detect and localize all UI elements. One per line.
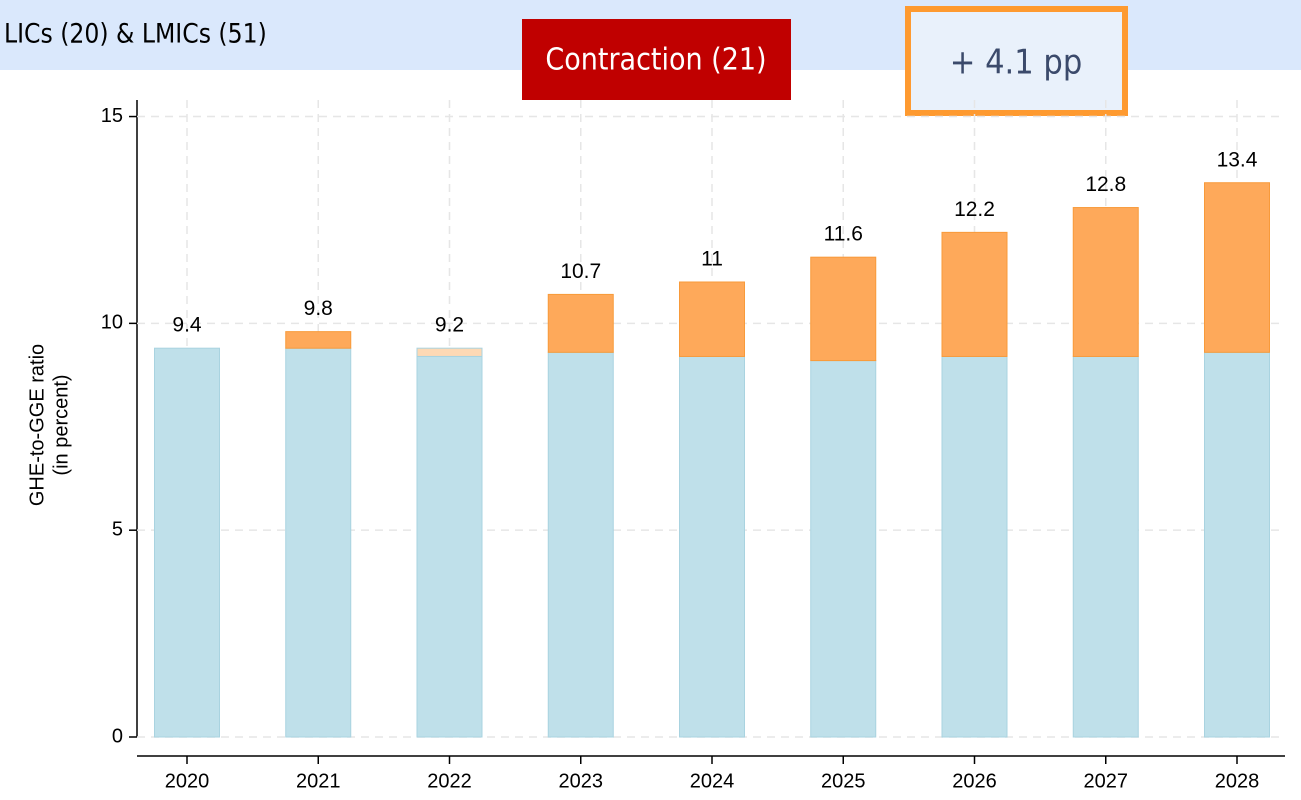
data-label: 12.2 (954, 198, 995, 221)
bar-segment (547, 293, 614, 353)
bar-segment (941, 231, 1008, 357)
data-label: 10.7 (560, 260, 601, 283)
data-label: 11 (701, 248, 723, 271)
data-label: 13.4 (1217, 148, 1258, 171)
bar-segment (416, 347, 483, 357)
bar-segment (679, 355, 745, 738)
bar-segment (679, 281, 745, 357)
bar-segment (941, 355, 1008, 738)
data-label: 9.2 (435, 314, 464, 337)
chart-title: LICs (20) & LMICs (51) (4, 18, 267, 49)
bar-segment (1072, 355, 1139, 738)
x-tick-label: 2020 (165, 770, 210, 792)
data-label: 12.8 (1085, 173, 1126, 196)
bar-segment (285, 347, 352, 738)
y-tick-label: 0 (112, 725, 123, 747)
bar-segment (1072, 207, 1139, 357)
contraction-box (522, 19, 791, 100)
x-tick-label: 2026 (952, 770, 997, 792)
bar-segment (810, 256, 877, 362)
x-tick-label: 2024 (690, 770, 735, 792)
data-label: 9.8 (304, 297, 333, 320)
y-tick-label: 10 (101, 312, 123, 334)
x-tick-label: 2025 (821, 770, 866, 792)
x-tick-label: 2022 (427, 770, 472, 792)
y-tick-label: 5 (112, 518, 123, 540)
bar-segment (1204, 182, 1270, 353)
x-tick-label: 2021 (296, 770, 341, 792)
contraction-label: Contraction (21) (545, 43, 766, 78)
y-tick-label: 15 (101, 105, 123, 127)
x-tick-label: 2028 (1215, 770, 1260, 792)
change-label: + 4.1 pp (950, 43, 1083, 83)
data-label: 9.4 (172, 314, 202, 337)
bar-segment (154, 347, 220, 738)
x-tick-label: 2027 (1084, 770, 1129, 792)
data-label: 11.6 (824, 223, 863, 246)
y-axis-label: GHE-to-GGE ratio (26, 344, 48, 506)
bar-segment (285, 331, 352, 349)
bar-segment (416, 355, 483, 738)
bar-segment (810, 360, 877, 738)
x-tick-label: 2023 (559, 770, 604, 792)
bar-segment (1204, 351, 1270, 738)
change-box (905, 6, 1128, 116)
y-axis-label: (in percent) (50, 374, 72, 475)
bar-segment (547, 351, 614, 738)
